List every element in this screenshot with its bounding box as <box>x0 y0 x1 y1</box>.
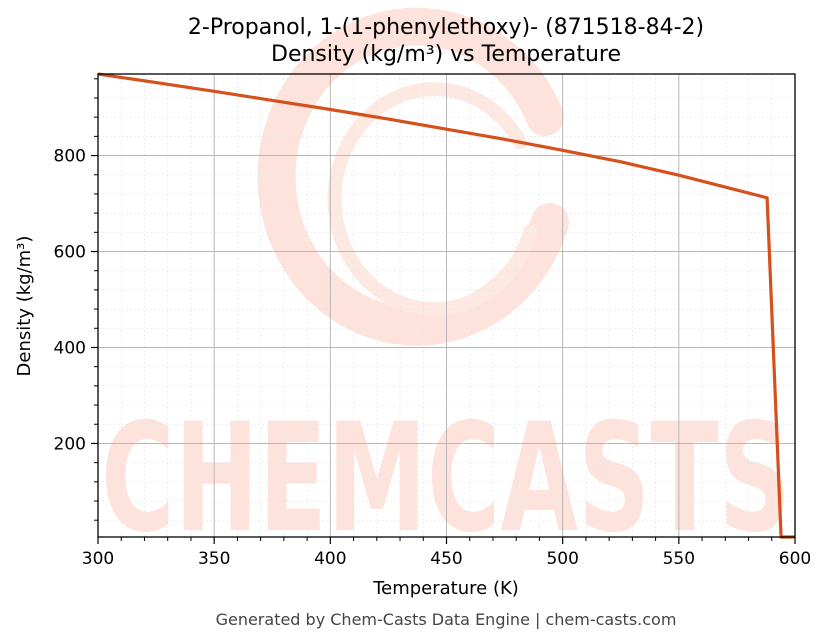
x-tick-label: 450 <box>430 549 462 569</box>
y-tick-labels: 200 400 600 800 <box>54 147 86 455</box>
x-tick-label: 400 <box>314 549 346 569</box>
y-tick-label: 200 <box>54 434 86 454</box>
x-tick-label: 350 <box>198 549 230 569</box>
density-series-line <box>97 72 795 539</box>
y-axis-label: Density (kg/m³) <box>14 236 35 377</box>
axis-ticks <box>91 78 796 544</box>
x-tick-label: 600 <box>779 549 811 569</box>
x-tick-label: 500 <box>546 549 578 569</box>
x-axis-label: Temperature (K) <box>372 578 519 599</box>
chart-subtitle: Density (kg/m³) vs Temperature <box>271 42 621 67</box>
footer-credit: Generated by Chem-Casts Data Engine | ch… <box>216 610 677 629</box>
x-tick-label: 300 <box>82 549 114 569</box>
chemcasts-watermark: CHEMCASTS <box>101 7 791 566</box>
y-tick-label: 600 <box>54 243 86 263</box>
y-tick-label: 400 <box>54 338 86 358</box>
x-tick-labels: 300 350 400 450 500 550 600 <box>82 549 811 569</box>
watermark-swirl-outer <box>257 7 569 346</box>
watermark-swirl-inner <box>327 82 537 317</box>
x-tick-label: 550 <box>663 549 695 569</box>
y-tick-label: 800 <box>54 147 86 167</box>
chart-title: 2-Propanol, 1-(1-phenylethoxy)- (871518-… <box>188 15 704 40</box>
